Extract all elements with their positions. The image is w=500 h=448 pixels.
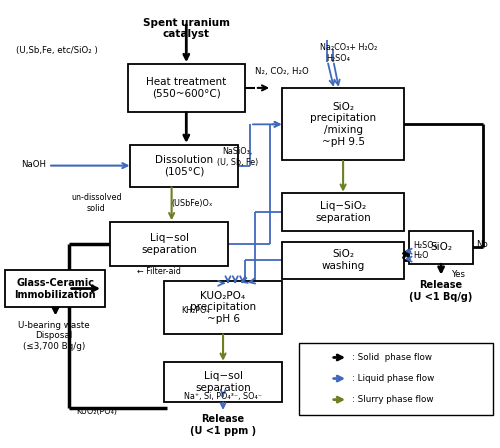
Text: ← Filter-aid: ← Filter-aid xyxy=(138,267,181,276)
Text: U-bearing waste
Disposal
(≤3,700 Bq/g): U-bearing waste Disposal (≤3,700 Bq/g) xyxy=(18,321,90,351)
Text: Liq−sol
separation: Liq−sol separation xyxy=(195,371,251,393)
Text: KUO₂PO₄
precipitation
~pH 6: KUO₂PO₄ precipitation ~pH 6 xyxy=(190,291,256,324)
Text: No: No xyxy=(476,240,488,249)
Text: N₂, CO₂, H₂O: N₂, CO₂, H₂O xyxy=(255,67,308,76)
Text: : Slurry phase flow: : Slurry phase flow xyxy=(352,395,434,404)
Text: NaSiO₃,
(U, Sb, Fe): NaSiO₃, (U, Sb, Fe) xyxy=(217,147,258,167)
FancyBboxPatch shape xyxy=(128,64,245,112)
Text: NaOH: NaOH xyxy=(21,160,46,169)
Text: Na⁺, Si, PO₄³⁻, SO₄⁻: Na⁺, Si, PO₄³⁻, SO₄⁻ xyxy=(184,392,262,401)
Text: Na₂CO₃+ H₂O₂: Na₂CO₃+ H₂O₂ xyxy=(320,43,377,52)
FancyBboxPatch shape xyxy=(409,231,473,263)
Text: (U,Sb,Fe, etc/SiO₂ ): (U,Sb,Fe, etc/SiO₂ ) xyxy=(16,46,98,55)
Text: Liq−sol
separation: Liq−sol separation xyxy=(142,233,197,254)
Text: SiO₂: SiO₂ xyxy=(430,242,452,252)
Text: Release
(U <1 ppm ): Release (U <1 ppm ) xyxy=(190,414,256,436)
Text: Liq−SiO₂
separation: Liq−SiO₂ separation xyxy=(315,201,371,223)
Text: Release
(U <1 Bq/g): Release (U <1 Bq/g) xyxy=(410,280,473,302)
FancyBboxPatch shape xyxy=(282,241,405,279)
FancyBboxPatch shape xyxy=(299,343,492,415)
Text: H₂SO₄: H₂SO₄ xyxy=(326,54,350,63)
Text: (USbFe)Oₓ: (USbFe)Oₓ xyxy=(172,199,213,208)
Text: Glass-Ceramic
Immobilization: Glass-Ceramic Immobilization xyxy=(14,278,96,300)
Text: SiO₂
washing: SiO₂ washing xyxy=(322,250,364,271)
FancyBboxPatch shape xyxy=(282,193,405,231)
Text: : Solid  phase flow: : Solid phase flow xyxy=(352,353,432,362)
FancyBboxPatch shape xyxy=(282,88,405,160)
Text: SiO₂
precipitation
/mixing
~pH 9.5: SiO₂ precipitation /mixing ~pH 9.5 xyxy=(310,102,376,146)
Text: KH₂PO₄: KH₂PO₄ xyxy=(182,306,210,315)
Text: Heat treatment
(550~600°C): Heat treatment (550~600°C) xyxy=(146,77,226,99)
Text: H₂O: H₂O xyxy=(413,251,428,260)
FancyBboxPatch shape xyxy=(164,362,282,402)
Text: : Liquid phase flow: : Liquid phase flow xyxy=(352,374,434,383)
Text: Spent uranium
catalyst: Spent uranium catalyst xyxy=(143,17,230,39)
FancyBboxPatch shape xyxy=(164,281,282,334)
Text: un-dissolved
solid: un-dissolved solid xyxy=(71,193,122,213)
FancyBboxPatch shape xyxy=(5,270,105,307)
FancyBboxPatch shape xyxy=(110,222,228,266)
Text: KUO₂(PO₄): KUO₂(PO₄) xyxy=(76,407,118,416)
Text: H₂SO₄: H₂SO₄ xyxy=(413,241,437,250)
FancyBboxPatch shape xyxy=(130,145,238,187)
Text: Dissolution
(105°C): Dissolution (105°C) xyxy=(155,155,213,177)
Text: Yes: Yes xyxy=(452,270,466,279)
